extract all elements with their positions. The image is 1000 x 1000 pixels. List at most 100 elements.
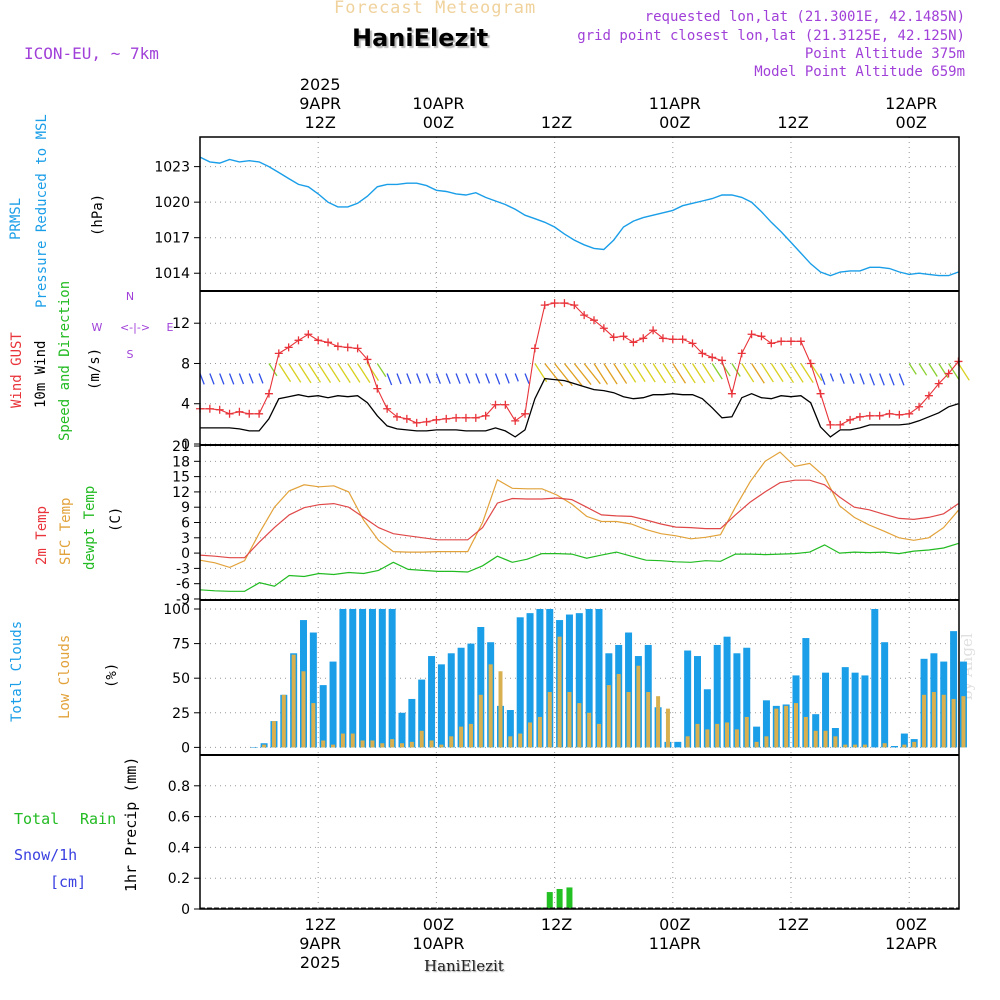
low-clouds-bar [665, 708, 670, 748]
wind-tick-label: 4 [181, 397, 190, 413]
total-clouds-bar [694, 656, 701, 748]
temp-tick-label: 9 [181, 500, 190, 516]
wind-gust-series-line [200, 302, 959, 426]
total-clouds-bar [565, 614, 573, 748]
wind-gust-marker [658, 334, 667, 343]
wind-direction-arrow [504, 373, 510, 384]
temp-tick-label: 18 [172, 454, 190, 470]
wind-direction-arrow [849, 373, 855, 384]
wind-tick-label: 0 [181, 437, 190, 453]
low-clouds-bar [577, 703, 582, 748]
low-clouds-bar [784, 705, 789, 748]
total-clouds-bar [625, 632, 633, 748]
wind-direction-arrow [258, 373, 264, 384]
total-clouds-bar [753, 726, 761, 748]
wind-direction-arrow [632, 363, 646, 383]
low-clouds-bar [547, 692, 552, 748]
wind-gust-marker [944, 369, 953, 378]
wind-gust-marker [255, 409, 264, 418]
low-clouds-bar [705, 729, 710, 748]
wind-direction-arrow [317, 363, 332, 384]
top-time-label: 00Z [659, 113, 690, 132]
total-clouds-bar [595, 608, 603, 748]
wind-gust-marker [865, 411, 874, 420]
wind-direction-arrow [908, 363, 917, 375]
low-clouds-bar [488, 664, 493, 748]
wind-gust-marker [521, 409, 530, 418]
top-time-label: 9APR [299, 94, 341, 113]
point-altitude: Point Altitude 375m [804, 46, 965, 62]
wind-gust-marker [649, 326, 658, 335]
wind-direction-arrow [297, 363, 312, 384]
total-clouds-bar [506, 710, 514, 748]
wind-gust-marker [747, 330, 756, 339]
low-clouds-bar [922, 694, 927, 748]
model-altitude: Model Point Altitude 659m [754, 64, 965, 80]
pressure-tick-label: 1014 [154, 266, 190, 282]
rain-bar [566, 887, 573, 909]
low-clouds-bar [882, 743, 887, 748]
temp-tick-label: 21 [172, 439, 190, 455]
low-clouds-bar [557, 636, 562, 748]
clouds-tick-label: 100 [163, 602, 190, 618]
low-clouds-bar [311, 703, 316, 748]
wind-gust-marker [718, 356, 727, 365]
precip-tick-label: 0.4 [168, 840, 190, 856]
low-clouds-bar [616, 674, 621, 748]
low-clouds-bar [862, 744, 867, 748]
total-clouds-bar [388, 608, 396, 748]
wind-direction-arrow [327, 363, 341, 383]
total-clouds-bar [762, 700, 770, 748]
pressure-series-line [199, 156, 959, 277]
clouds-tick-label: 50 [172, 671, 190, 687]
total-clouds-bar [841, 667, 849, 748]
wind-gust-marker [787, 337, 795, 346]
requested-coords: requested lon,lat (21.3001E, 42.1485N) [644, 9, 965, 25]
wind-direction-arrow [741, 363, 755, 383]
wind-gust-marker [767, 339, 776, 348]
temp-tick-label: 3 [181, 531, 190, 547]
total-clouds-bar [368, 608, 376, 748]
temp-tick-label: -9 [176, 592, 190, 608]
low-clouds-bar [419, 730, 424, 748]
wind-gust-marker [314, 336, 323, 345]
wind-gust-marker [501, 400, 510, 409]
pressure-tick-label: 1023 [154, 160, 190, 176]
low-clouds-bar [271, 721, 276, 748]
bottom-time-label: 00Z [896, 915, 927, 934]
wind-gust-marker [846, 415, 855, 424]
wind-gust-marker [895, 410, 904, 419]
total-clouds-bar [447, 653, 455, 748]
total-clouds-bar [723, 636, 731, 748]
wind-direction-arrow [879, 373, 885, 386]
grid-lines [200, 137, 959, 910]
wind-direction-arrow [810, 363, 823, 381]
wind-gust-marker [619, 332, 628, 341]
temp-tick-label: -6 [176, 577, 190, 593]
low-clouds-bar [853, 744, 858, 748]
low-clouds-bar [370, 740, 375, 748]
total-clouds-bar [349, 608, 357, 748]
wind-direction-arrow [662, 363, 677, 384]
wind-gust-marker [363, 355, 372, 364]
wind-gust-marker [580, 311, 589, 320]
wind-direction-arrow [869, 373, 875, 386]
wind-direction-arrow [524, 373, 530, 384]
low-clouds-bar [537, 716, 542, 748]
wind-tick-label: 8 [181, 356, 190, 372]
wind-gust-marker [284, 343, 293, 352]
footer-location-name: HaniElezit [424, 957, 504, 975]
low-clouds-bar [567, 692, 572, 748]
total-clouds-bar [950, 631, 958, 748]
total-clouds-bar [802, 638, 810, 748]
low-clouds-bar [794, 703, 798, 748]
total-clouds-bar [437, 664, 445, 748]
chart-marks: N S W E <-|-> [92, 156, 970, 909]
wind-direction-arrow [209, 373, 215, 385]
wind-direction-arrow [770, 363, 784, 383]
low-clouds-bar [734, 729, 739, 748]
wind-gust-marker [570, 301, 579, 310]
precip-rain-label: Rain [80, 810, 117, 828]
wind-direction-arrow [613, 363, 628, 384]
wind-direction-arrow [652, 363, 667, 384]
